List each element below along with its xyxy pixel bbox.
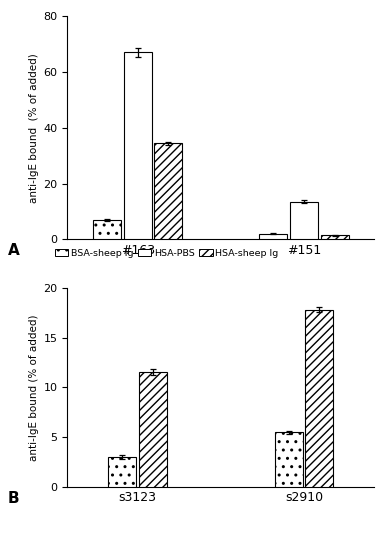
Y-axis label: anti-IgE bound  (% of added): anti-IgE bound (% of added) bbox=[29, 53, 39, 203]
Bar bbox=[93, 220, 121, 239]
Bar bbox=[305, 310, 333, 487]
Bar bbox=[259, 234, 287, 239]
Bar bbox=[290, 202, 318, 239]
Bar bbox=[139, 372, 167, 487]
Text: A: A bbox=[8, 243, 20, 258]
Bar bbox=[108, 457, 136, 487]
Bar bbox=[124, 52, 152, 239]
Bar bbox=[154, 143, 182, 239]
Y-axis label: anti-IgE bound (% of added): anti-IgE bound (% of added) bbox=[29, 314, 39, 461]
Bar bbox=[321, 235, 349, 239]
Bar bbox=[275, 432, 303, 487]
Legend: BSA-sheep Ig, HSA-PBS, HSA-sheep Ig: BSA-sheep Ig, HSA-PBS, HSA-sheep Ig bbox=[51, 245, 283, 261]
Text: B: B bbox=[8, 491, 19, 506]
